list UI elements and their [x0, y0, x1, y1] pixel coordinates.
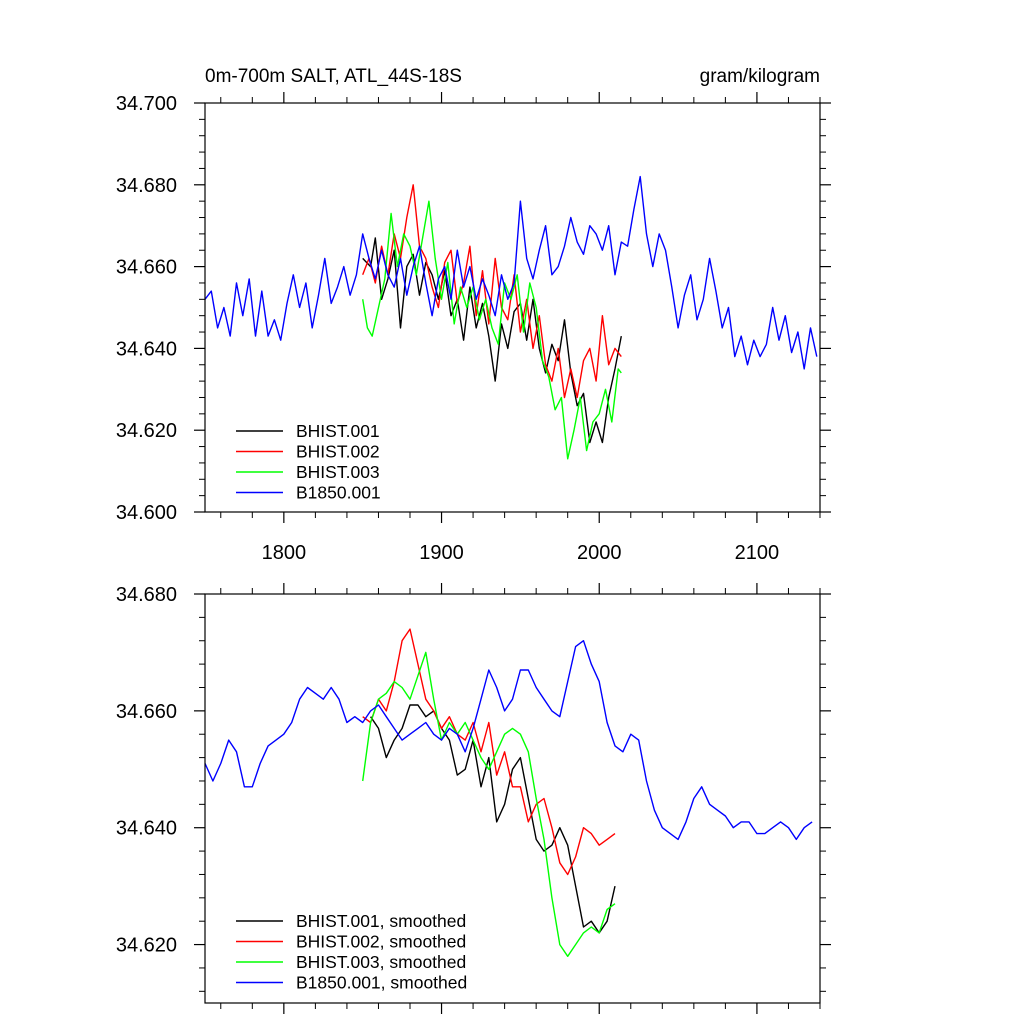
plot-frame: [204, 593, 821, 1004]
plot-frame: [204, 102, 821, 513]
y-tick-label: 34.680: [116, 175, 177, 197]
x-tick-label: 1900: [419, 542, 464, 564]
series-line-0-2: [362, 200, 622, 460]
y-tick-label: 34.620: [116, 420, 177, 442]
x-tick-label: 1800: [262, 542, 307, 564]
legend-label: BHIST.003: [296, 462, 380, 482]
y-tick-label: 34.680: [116, 584, 177, 606]
x-tick-label: 2000: [577, 542, 622, 564]
chart-title: 0m-700m SALT, ATL_44S-18S: [205, 66, 462, 87]
units-label: gram/kilogram: [700, 66, 820, 87]
series-line-1-3: [204, 640, 813, 841]
x-tick-label: 2100: [735, 542, 780, 564]
legend-label: B1850.001: [296, 483, 381, 503]
y-tick-label: 34.660: [116, 257, 177, 279]
series-line-1-2: [362, 651, 616, 957]
y-tick-label: 34.660: [116, 701, 177, 723]
series-line-0-1: [362, 184, 622, 399]
legend-label: BHIST.003, smoothed: [296, 952, 466, 972]
y-tick-label: 34.600: [116, 502, 177, 524]
panel-top-chart: 0m-700m SALT, ATL_44S-18S gram/kilogram …: [116, 66, 831, 564]
series-line-1-0: [370, 704, 616, 934]
legend-label: BHIST.001: [296, 421, 380, 441]
y-tick-label: 34.640: [116, 338, 177, 360]
y-tick-label: 34.620: [116, 935, 177, 957]
y-tick-label: 34.700: [116, 93, 177, 115]
y-tick-label: 34.640: [116, 818, 177, 840]
legend-label: BHIST.002: [296, 442, 380, 462]
series-line-0-0: [362, 237, 622, 444]
panel-bottom-chart: 34.620 34.640 34.660 34.680 BHIST.001, smoot…: [116, 583, 831, 1014]
series-line-1-1: [362, 628, 616, 876]
legend-label: BHIST.001, smoothed: [296, 911, 466, 931]
legend-label: BHIST.002, smoothed: [296, 932, 466, 952]
legend-label: B1850.001, smoothed: [296, 973, 467, 993]
series-line-0-3: [204, 175, 818, 370]
